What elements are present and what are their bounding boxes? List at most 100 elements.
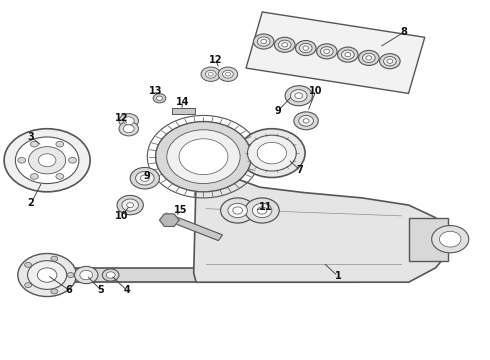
Text: 9: 9 (274, 106, 281, 116)
Circle shape (387, 59, 393, 63)
Circle shape (384, 57, 396, 66)
Circle shape (366, 56, 372, 60)
Circle shape (167, 130, 240, 184)
Circle shape (157, 96, 162, 100)
Circle shape (122, 199, 139, 211)
Bar (246, 12, 425, 94)
Text: 8: 8 (400, 27, 407, 37)
Circle shape (127, 203, 134, 208)
Circle shape (252, 203, 272, 218)
Circle shape (136, 171, 154, 185)
Circle shape (24, 283, 31, 288)
Circle shape (24, 262, 31, 267)
Text: 1: 1 (335, 271, 341, 281)
Text: 2: 2 (27, 198, 34, 208)
Circle shape (106, 272, 115, 278)
Circle shape (320, 47, 333, 56)
Circle shape (222, 70, 233, 78)
Circle shape (37, 268, 57, 282)
Circle shape (27, 261, 67, 289)
Circle shape (208, 72, 213, 76)
Circle shape (51, 289, 58, 294)
Circle shape (56, 141, 64, 147)
Bar (172, 108, 195, 114)
Circle shape (74, 266, 98, 284)
Circle shape (295, 93, 303, 99)
Circle shape (324, 49, 330, 54)
Circle shape (205, 70, 216, 78)
Circle shape (359, 50, 379, 66)
Circle shape (18, 253, 76, 297)
Circle shape (80, 270, 93, 280)
Circle shape (220, 198, 255, 223)
Polygon shape (159, 214, 179, 226)
Circle shape (218, 67, 238, 81)
Circle shape (338, 47, 358, 62)
Circle shape (261, 39, 267, 44)
Circle shape (130, 167, 159, 189)
Text: 9: 9 (144, 171, 150, 181)
Circle shape (299, 116, 314, 126)
Circle shape (228, 203, 247, 218)
Circle shape (117, 195, 144, 215)
Circle shape (274, 37, 295, 52)
Text: 4: 4 (123, 285, 130, 295)
Circle shape (233, 207, 243, 214)
Text: 13: 13 (149, 86, 163, 96)
Circle shape (179, 139, 228, 175)
Circle shape (285, 86, 313, 106)
Circle shape (102, 269, 119, 281)
Text: 12: 12 (209, 54, 222, 64)
Circle shape (123, 117, 134, 125)
Circle shape (239, 129, 305, 177)
Circle shape (245, 198, 279, 223)
Circle shape (342, 50, 354, 59)
Polygon shape (194, 171, 448, 282)
Text: 6: 6 (66, 285, 73, 295)
Text: 10: 10 (309, 86, 322, 96)
Circle shape (257, 142, 287, 164)
Circle shape (363, 53, 375, 63)
Circle shape (4, 129, 90, 192)
Text: 3: 3 (27, 132, 34, 142)
Circle shape (317, 44, 337, 59)
Circle shape (119, 122, 139, 136)
Circle shape (67, 273, 74, 278)
Circle shape (141, 175, 149, 181)
Circle shape (30, 174, 38, 179)
Circle shape (299, 44, 312, 53)
Polygon shape (162, 213, 222, 240)
Circle shape (51, 256, 58, 261)
Circle shape (345, 53, 351, 57)
Circle shape (440, 231, 461, 247)
Circle shape (38, 154, 56, 167)
Circle shape (225, 72, 230, 76)
Circle shape (295, 41, 316, 55)
Text: 5: 5 (98, 285, 104, 295)
Circle shape (303, 46, 309, 50)
Text: 15: 15 (174, 206, 187, 216)
Circle shape (156, 122, 251, 192)
Circle shape (282, 42, 288, 47)
Circle shape (257, 37, 270, 46)
Circle shape (56, 174, 64, 179)
Circle shape (28, 147, 66, 174)
Circle shape (30, 141, 38, 147)
Circle shape (253, 34, 274, 49)
Circle shape (278, 40, 291, 49)
Text: 11: 11 (259, 202, 273, 212)
Circle shape (257, 207, 267, 214)
Text: 7: 7 (297, 165, 304, 175)
Circle shape (201, 67, 220, 81)
Circle shape (119, 114, 139, 128)
Circle shape (294, 112, 318, 130)
Circle shape (123, 125, 134, 133)
Circle shape (380, 54, 400, 69)
Circle shape (291, 90, 307, 102)
Text: 12: 12 (115, 113, 128, 123)
Text: 10: 10 (115, 211, 128, 221)
Circle shape (69, 157, 76, 163)
Bar (409, 218, 448, 261)
Circle shape (15, 137, 79, 184)
Circle shape (153, 94, 166, 103)
